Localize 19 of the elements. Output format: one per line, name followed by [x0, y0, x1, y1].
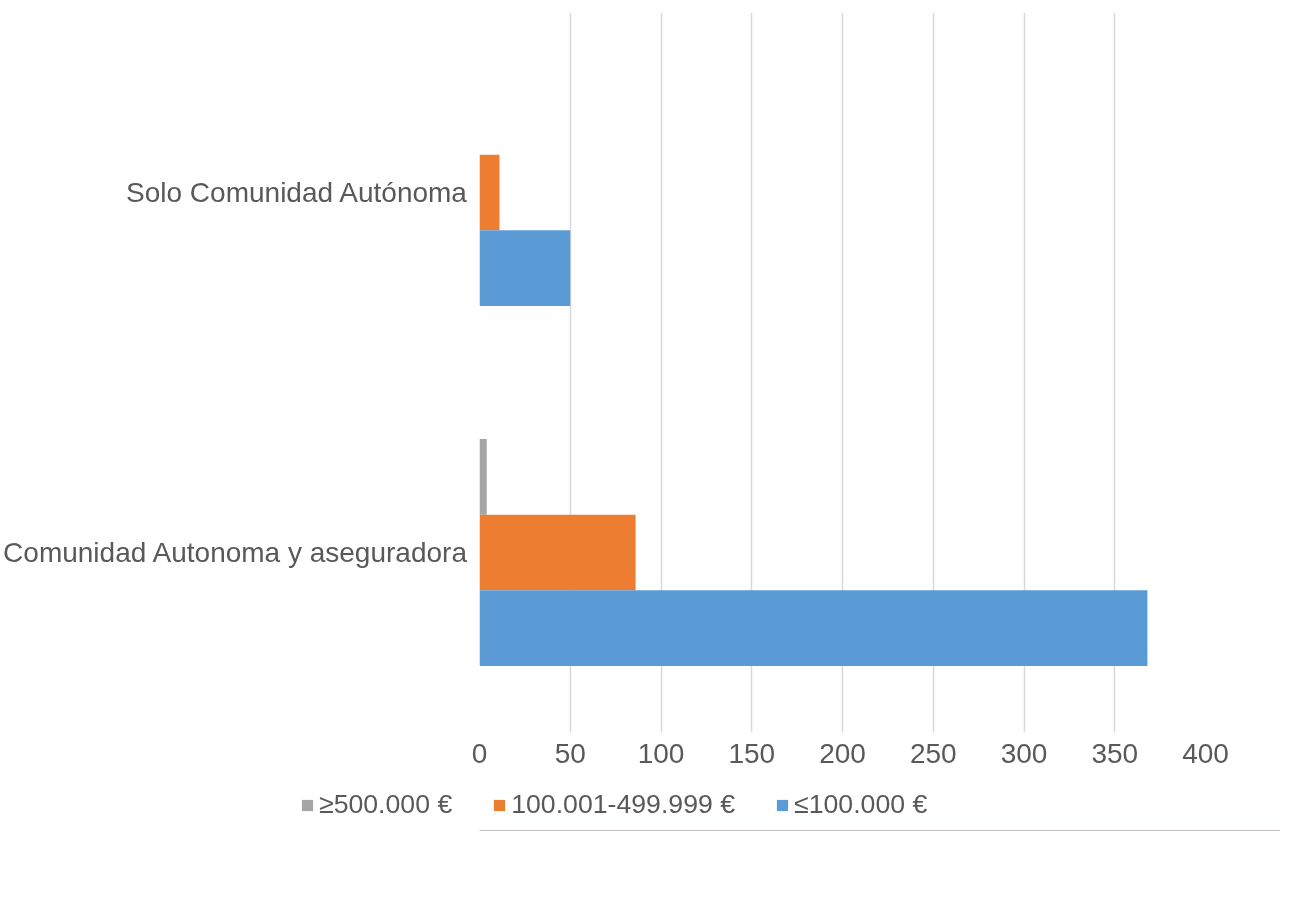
bar	[479, 439, 487, 515]
bar	[479, 230, 571, 306]
x-tick-label: 400	[1182, 737, 1229, 769]
x-tick-label: 300	[1000, 737, 1048, 769]
x-tick-label: 150	[728, 737, 776, 769]
bar	[479, 514, 636, 591]
x-tick-label: 350	[1091, 737, 1139, 769]
legend-label: ≥500.000 €	[319, 789, 453, 820]
x-tick-label: 100	[637, 737, 685, 769]
x-tick-label: 0	[471, 737, 488, 769]
x-tick-label: 250	[909, 737, 957, 769]
bar	[479, 154, 500, 231]
x-tick-label: 200	[819, 737, 866, 769]
x-tick-label: 50	[554, 737, 586, 769]
y-tick-label: Solo Comunidad Autónoma	[126, 177, 468, 208]
bar	[479, 590, 1148, 666]
y-tick-label: Comunidad Autonoma y aseguradora	[3, 537, 468, 568]
legend-label: 100.001-499.999 €	[511, 789, 736, 820]
legend-label: ≤100.000 €	[794, 789, 928, 820]
